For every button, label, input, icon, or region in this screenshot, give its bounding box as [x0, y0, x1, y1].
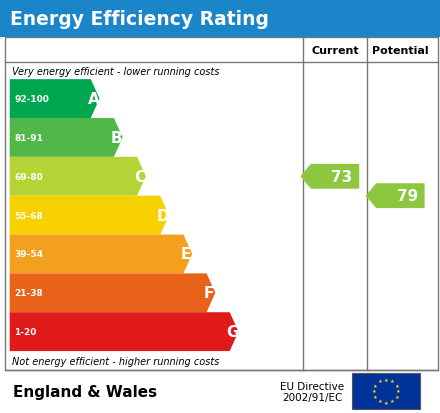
Text: Current: Current [311, 45, 359, 55]
Text: Potential: Potential [372, 45, 429, 55]
Text: 69-80: 69-80 [14, 172, 43, 181]
Text: ★: ★ [394, 394, 399, 399]
Bar [352, 373, 420, 409]
Polygon shape [10, 196, 169, 235]
Polygon shape [300, 164, 359, 189]
Text: C: C [134, 169, 145, 184]
Text: ★: ★ [394, 383, 399, 388]
Text: F: F [204, 286, 214, 301]
Text: 81-91: 81-91 [14, 133, 43, 142]
Bar [0, 0, 440, 38]
Text: 39-54: 39-54 [14, 250, 43, 259]
Text: G: G [226, 324, 238, 339]
Text: B: B [111, 131, 122, 145]
Text: Very energy efficient - lower running costs: Very energy efficient - lower running co… [12, 66, 220, 77]
Text: ★: ★ [378, 378, 382, 383]
Polygon shape [10, 119, 123, 157]
Text: 55-68: 55-68 [14, 211, 43, 220]
Text: D: D [157, 208, 169, 223]
Text: Energy Efficiency Rating: Energy Efficiency Rating [10, 9, 269, 28]
Polygon shape [10, 313, 238, 351]
Text: ★: ★ [396, 388, 401, 394]
Text: 2002/91/EC: 2002/91/EC [282, 392, 343, 402]
Text: 1-20: 1-20 [14, 328, 37, 336]
Polygon shape [366, 184, 425, 209]
Text: A: A [88, 92, 99, 107]
Text: 79: 79 [396, 189, 418, 204]
Bar [5, 38, 438, 370]
Text: ★: ★ [384, 377, 389, 382]
Polygon shape [10, 157, 146, 196]
Text: ★: ★ [390, 399, 395, 404]
Text: ★: ★ [371, 388, 376, 394]
Text: 73: 73 [331, 169, 352, 184]
Text: ★: ★ [373, 383, 378, 388]
Text: England & Wales: England & Wales [13, 384, 158, 399]
Text: ★: ★ [390, 378, 395, 383]
Text: 21-38: 21-38 [14, 289, 43, 298]
Text: 92-100: 92-100 [14, 95, 49, 104]
Polygon shape [10, 235, 192, 274]
Text: Not energy efficient - higher running costs: Not energy efficient - higher running co… [12, 356, 219, 366]
Polygon shape [10, 274, 215, 313]
Text: EU Directive: EU Directive [280, 381, 345, 391]
Text: ★: ★ [378, 399, 382, 404]
Text: ★: ★ [384, 400, 389, 405]
Polygon shape [10, 80, 99, 119]
Text: E: E [181, 247, 191, 262]
Text: ★: ★ [373, 394, 378, 399]
